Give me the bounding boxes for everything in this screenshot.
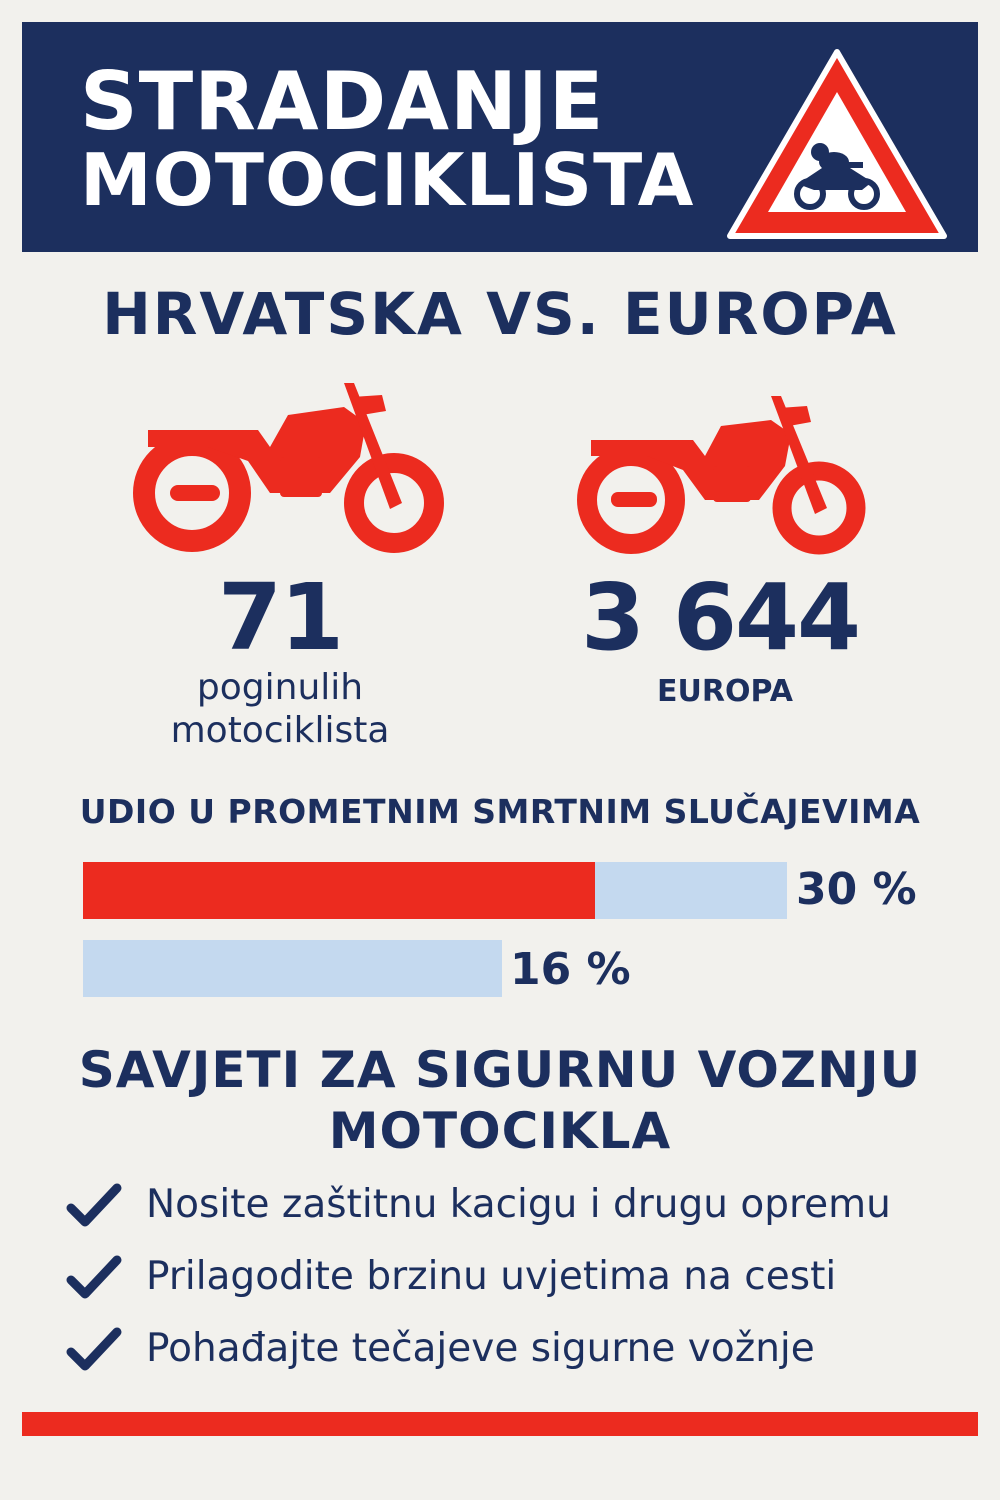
page-title-line-1: STRADANJE [80,55,605,148]
list-item: Nosite zaštitnu kacigu i drugu opremu [66,1175,986,1247]
header-banner: STRADANJE MOTOCIKLISTA [22,22,978,252]
footer-bar [22,1412,978,1436]
page-title-line-2: MOTOCIKLISTA [80,138,695,222]
share-bar-europe-label: 16 % [510,944,631,995]
tips-title-line-2: MOTOCIKLA [328,1102,672,1160]
motorcycle-icon [577,396,866,555]
tip-text: Nosite zaštitnu kacigu i drugu opremu [146,1182,891,1227]
comparison-title: HRVATSKA VS. EUROPA [102,280,898,348]
croatia-fatalities-number: 71 [217,564,344,671]
share-title: UDIO U PROMETNIM SMRTNIM SLUČAJEVIMA [79,792,921,831]
tips-title: SAVJETI ZA SIGURNU VOZNJU MOTOCIKLA [0,1040,1000,1162]
croatia-caption-line-2: motociklista [170,710,390,752]
list-item: Pohađajte tečajeve sigurne vožnje [66,1319,986,1391]
checkmark-icon [66,1255,122,1299]
motorcycle-icon [133,383,444,553]
list-item: Prilagodite brzinu uvjetima na cesti [66,1247,986,1319]
share-bar-europe [83,940,502,997]
tip-text: Prilagodite brzinu uvjetima na cesti [146,1254,837,1299]
motorcycle-warning-sign-icon [727,49,947,239]
tips-title-line-1: SAVJETI ZA SIGURNU VOZNJU [78,1041,922,1099]
tip-text: Pohađajte tečajeve sigurne vožnje [146,1326,815,1371]
europe-fatalities-number: 3 644 [580,564,861,671]
tips-list: Nosite zaštitnu kacigu i drugu opremu Pr… [66,1175,986,1391]
croatia-caption: poginulih motociklista [110,666,450,752]
share-bar-croatia-fill [83,862,595,919]
checkmark-icon [66,1183,122,1227]
share-bar-croatia-label: 30 % [796,864,917,915]
croatia-caption-line-1: poginulih [196,667,364,708]
checkmark-icon [66,1327,122,1371]
europe-caption: EUROPA [657,674,793,709]
share-bar-croatia [83,862,787,919]
